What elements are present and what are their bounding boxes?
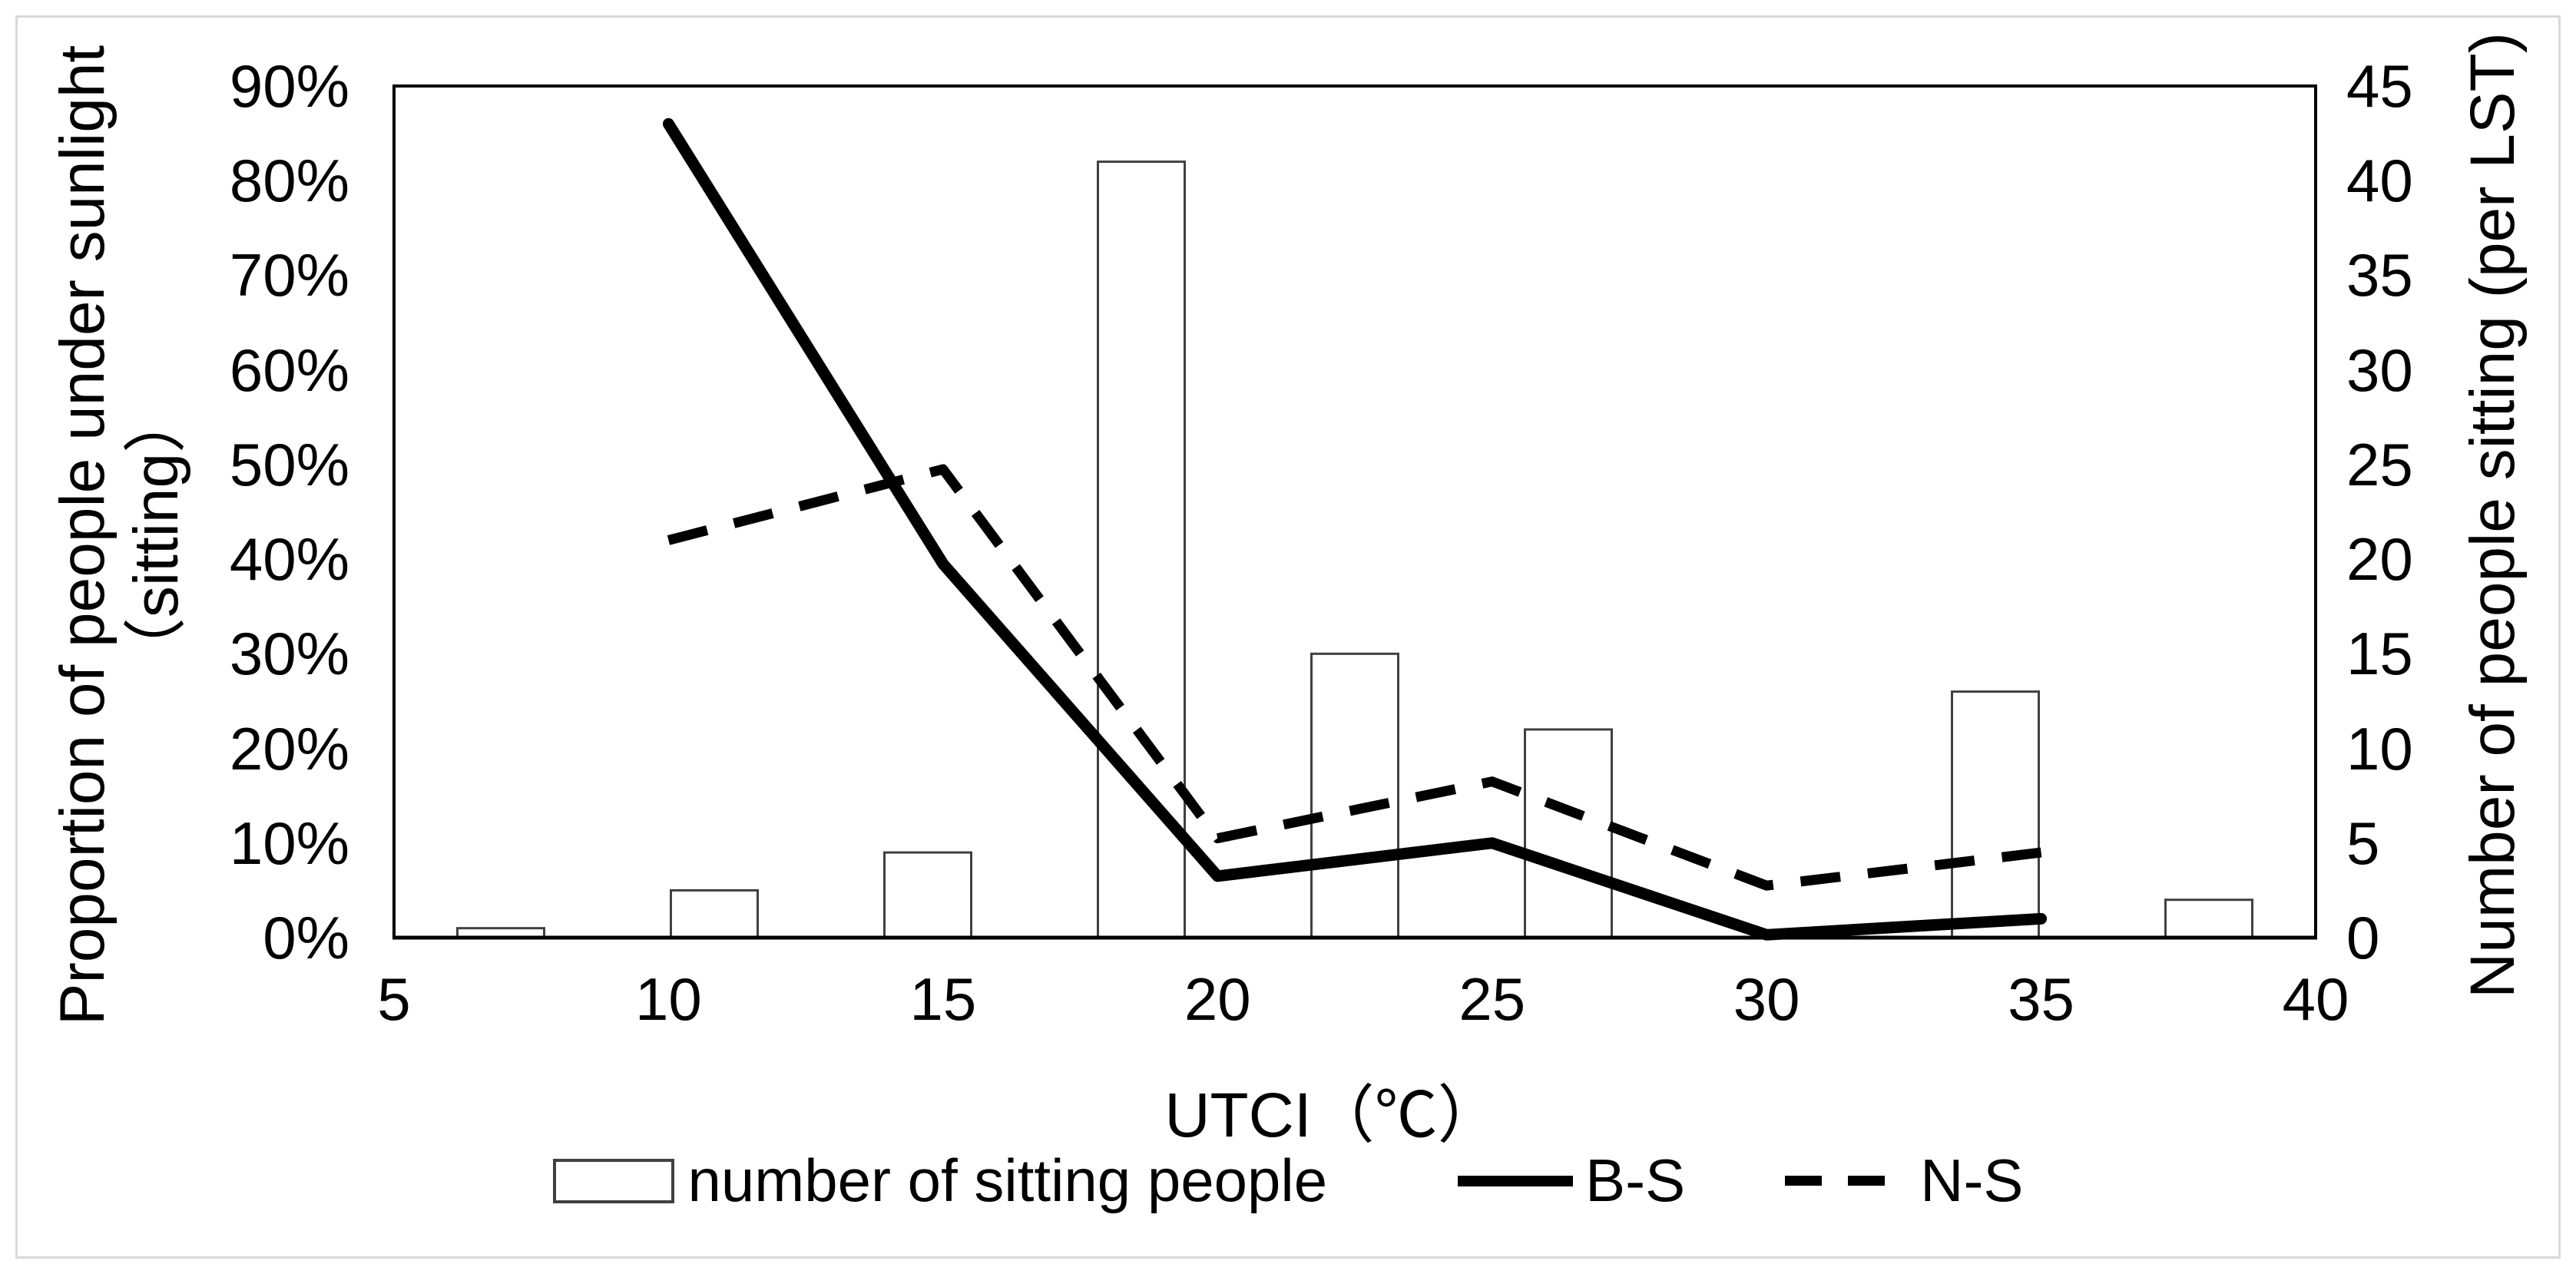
figure-border [15,15,2561,1259]
y-left-axis-title-line2: （sitting） [121,389,191,681]
line-b-s [662,117,2048,941]
y-right-tick-label: 5 [2346,809,2380,877]
x-axis-title: UTCI（℃） [1164,1080,1501,1150]
bar [670,888,759,939]
y-right-tick-label: 20 [2346,525,2413,594]
y-right-tick-label: 10 [2346,714,2413,783]
bar-swatch-icon [552,1158,674,1203]
bar [1097,160,1186,939]
legend-label-bars: number of sitting people [687,1147,1328,1214]
y-right-axis-title: Number of people sitting (per LST) [2458,32,2528,998]
legend: number of sitting people B-S N-S [0,1146,2576,1216]
x-tick-label: 35 [2008,965,2074,1033]
y-left-axis-title: Proportion of people under sunlight （sit… [46,36,194,1034]
x-tick-label: 20 [1184,965,1251,1033]
y-left-tick-label: 70% [229,241,349,309]
y-left-tick-label: 10% [229,809,349,877]
y-left-tick-label: 20% [229,714,349,783]
y-left-tick-label: 50% [229,430,349,498]
legend-label-bs: B-S [1585,1147,1686,1214]
y-left-tick-label: 60% [229,336,349,404]
y-left-tick-label: 80% [229,147,349,215]
y-left-tick-label: 90% [229,52,349,120]
x-tick-label: 30 [1733,965,1800,1033]
bar [2164,898,2253,939]
legend-item-bs: B-S [1458,1146,1685,1216]
solid-line-swatch-icon [1458,1175,1574,1186]
bar [1951,690,2040,939]
y-right-tick-label: 0 [2346,904,2380,971]
x-tick-label: 15 [909,965,977,1033]
y-left-tick-label: 0% [263,904,349,971]
line-n-s [667,464,2042,891]
y-right-tick-label: 35 [2346,241,2413,309]
y-right-tick-label: 15 [2346,620,2413,688]
y-right-tick-label: 45 [2346,52,2413,120]
x-tick-label: 25 [1459,965,1526,1033]
legend-item-bars: number of sitting people [552,1146,1328,1216]
bar [1310,652,1399,939]
legend-item-ns: N-S [1785,1146,2023,1216]
x-tick-label: 5 [377,965,411,1033]
x-tick-label: 40 [2282,965,2349,1033]
dashed-line-swatch-icon [1785,1176,1909,1186]
y-left-axis-title-line1: Proportion of people under sunlight [48,45,118,1026]
y-right-tick-label: 30 [2346,336,2413,404]
y-left-tick-label: 30% [229,620,349,688]
bar [1524,728,1613,939]
y-left-tick-label: 40% [229,525,349,594]
bar [883,851,972,939]
y-right-tick-label: 40 [2346,147,2413,215]
legend-label-ns: N-S [1920,1147,2024,1214]
x-tick-label: 10 [635,965,702,1033]
y-right-tick-label: 25 [2346,430,2413,498]
